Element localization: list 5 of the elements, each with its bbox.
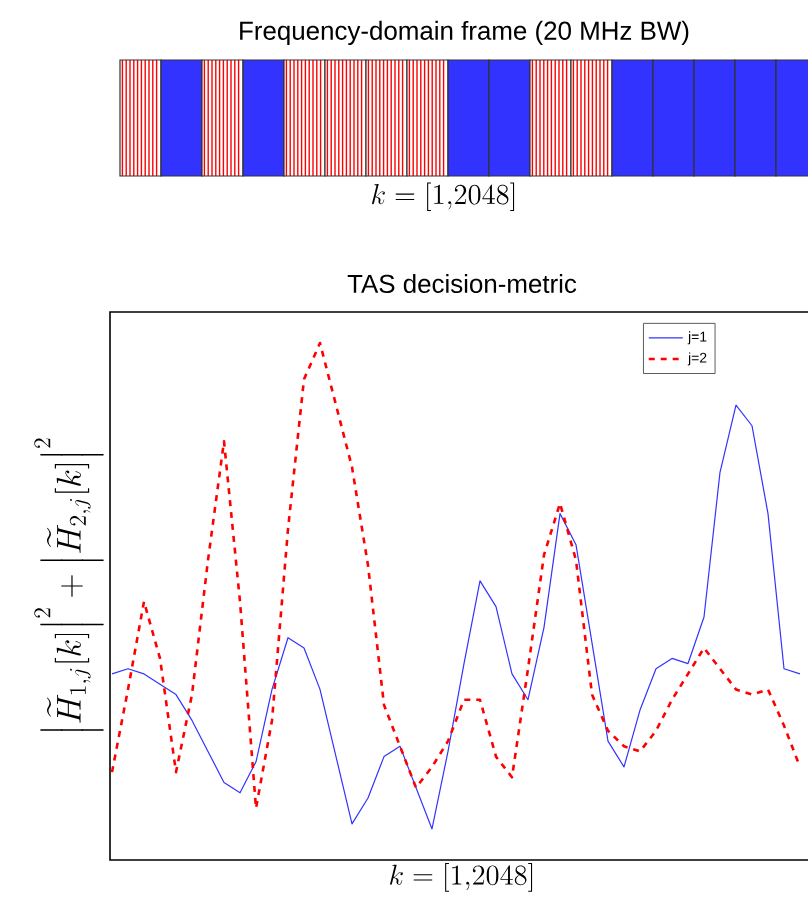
- x-axis-title: $k = [1{,}2048]$: [390, 863, 533, 892]
- y-axis-title: $\left|\widetilde{H}_{1,j}[k]\right|^{2}+\left|\widetilde{H}_{2,j}[k]\right|^{2}$: [34, 438, 104, 731]
- text: $k = [1{,}2048]$: [372, 182, 515, 212]
- chart-title: TAS decision-metric: [347, 273, 577, 294]
- text: Frequency-domain frame (20 MHz BW): [240, 20, 689, 46]
